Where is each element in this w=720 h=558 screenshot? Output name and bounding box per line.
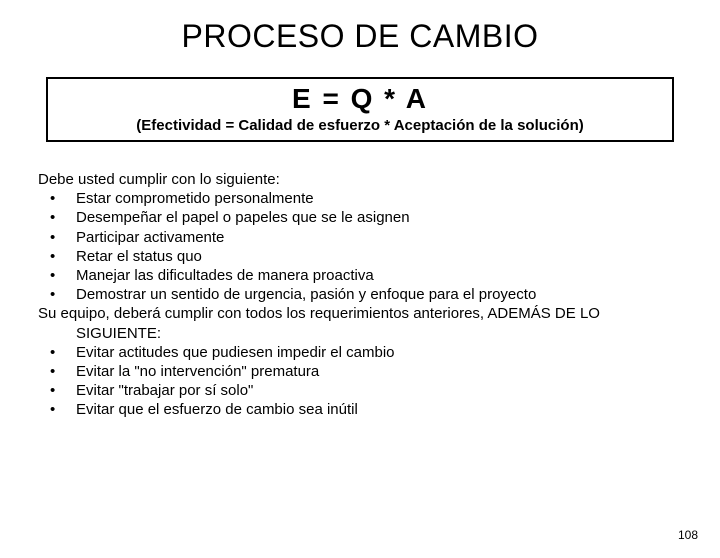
formula-box: E = Q * A (Efectividad = Calidad de esfu… bbox=[46, 77, 674, 142]
body-text: Debe usted cumplir con lo siguiente: Est… bbox=[38, 170, 710, 419]
list-item: Evitar actitudes que pudiesen impedir el… bbox=[38, 343, 710, 362]
list-item: Estar comprometido personalmente bbox=[38, 189, 710, 208]
list-item: Evitar la "no intervención" prematura bbox=[38, 362, 710, 381]
bullet-list-a: Estar comprometido personalmente Desempe… bbox=[38, 189, 710, 304]
slide: PROCESO DE CAMBIO E = Q * A (Efectividad… bbox=[0, 18, 720, 558]
formula-explanation: (Efectividad = Calidad de esfuerzo * Ace… bbox=[56, 117, 664, 134]
bullet-list-b: Evitar actitudes que pudiesen impedir el… bbox=[38, 343, 710, 420]
list-item: Evitar que el esfuerzo de cambio sea inú… bbox=[38, 400, 710, 419]
team-intro-line: Su equipo, deberá cumplir con todos los … bbox=[38, 304, 710, 323]
formula: E = Q * A bbox=[56, 83, 664, 115]
list-item: Desempeñar el papel o papeles que se le … bbox=[38, 208, 710, 227]
list-item: Manejar las dificultades de manera proac… bbox=[38, 266, 710, 285]
slide-title: PROCESO DE CAMBIO bbox=[0, 18, 720, 55]
intro-line: Debe usted cumplir con lo siguiente: bbox=[38, 170, 710, 189]
list-item: Evitar "trabajar por sí solo" bbox=[38, 381, 710, 400]
team-intro-line-cont: SIGUIENTE: bbox=[38, 324, 710, 343]
list-item: Demostrar un sentido de urgencia, pasión… bbox=[38, 285, 710, 304]
list-item: Participar activamente bbox=[38, 228, 710, 247]
list-item: Retar el status quo bbox=[38, 247, 710, 266]
